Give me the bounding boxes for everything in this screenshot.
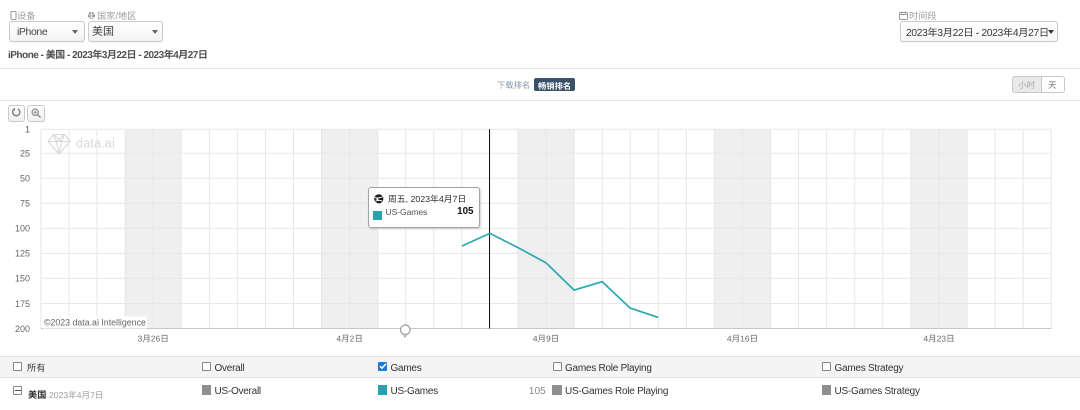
svg-text:25: 25 <box>20 149 30 159</box>
svg-text:200: 200 <box>15 324 30 334</box>
svg-text:1: 1 <box>25 125 30 135</box>
svg-text:175: 175 <box>15 299 30 309</box>
svg-text:©2023 data.ai Intelligence: ©2023 data.ai Intelligence <box>44 318 146 328</box>
svg-text:75: 75 <box>20 199 30 209</box>
svg-text:100: 100 <box>15 224 30 234</box>
svg-text:data.ai: data.ai <box>76 137 115 151</box>
svg-text:125: 125 <box>15 249 30 259</box>
svg-text:150: 150 <box>15 274 30 284</box>
svg-text:50: 50 <box>20 174 30 184</box>
